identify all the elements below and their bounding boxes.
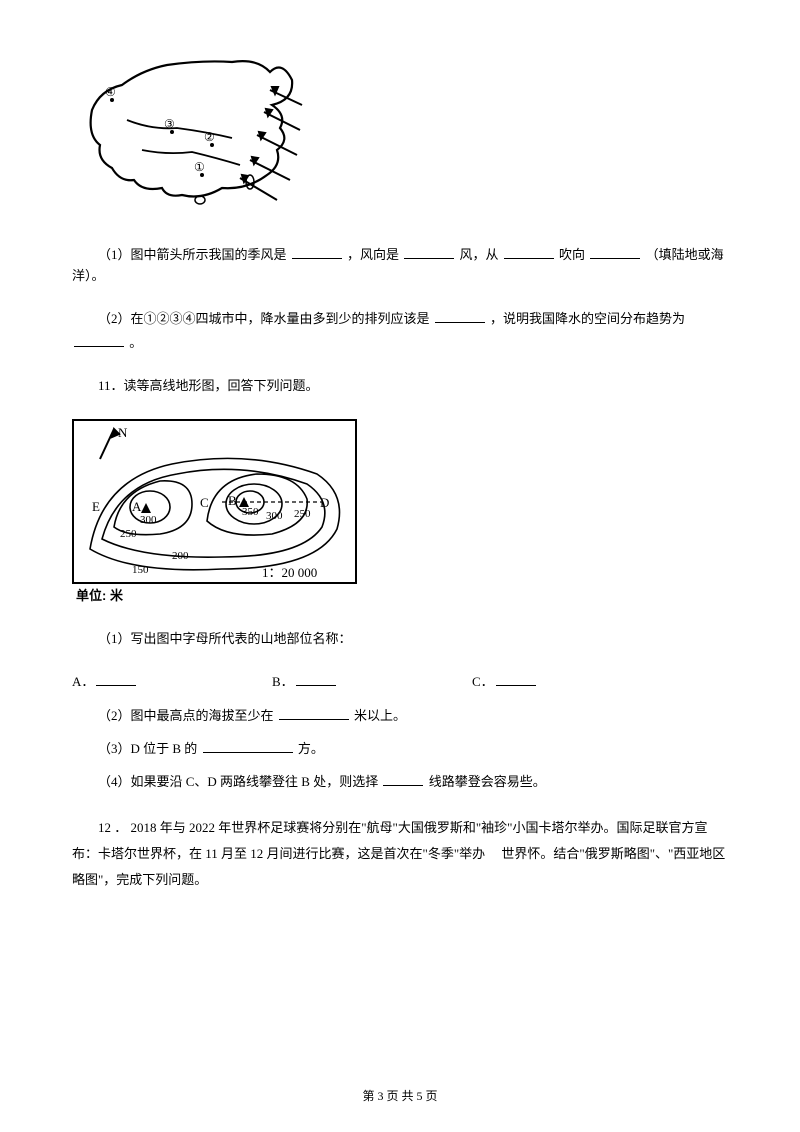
v250r: 250 xyxy=(294,508,311,520)
page-footer: 第 3 页 共 5 页 xyxy=(0,1087,800,1106)
q11-4-suffix: 线路攀登会容易些。 xyxy=(429,774,546,789)
B-label: B． xyxy=(272,674,294,689)
q10-1-mid1: ，风向是 xyxy=(347,247,399,262)
china-map-svg: ④ ③ ② ① xyxy=(72,50,317,215)
label-A: A xyxy=(132,499,142,514)
q10-2-mid: ，说明我国降水的空间分布趋势为 xyxy=(490,311,685,326)
blank xyxy=(504,246,554,259)
svg-text:①: ① xyxy=(194,160,205,174)
blank xyxy=(590,246,640,259)
label-D: D xyxy=(320,495,329,510)
v300l: 300 xyxy=(140,514,157,526)
q10-sub1: （1）图中箭头所示我国的季风是 ，风向是 风，从 吹向 （填陆地或海洋）。 xyxy=(72,245,728,287)
label-C: C xyxy=(200,495,209,510)
A-label: A． xyxy=(72,674,94,689)
v250: 250 xyxy=(120,528,137,540)
v350: 350 xyxy=(242,506,259,518)
q10-1-prefix: （1）图中箭头所示我国的季风是 xyxy=(98,247,287,262)
opt-A: A． xyxy=(72,672,272,693)
q10-2-tail: 。 xyxy=(129,335,142,350)
scale: 1：20 000 xyxy=(262,565,317,580)
svg-text:②: ② xyxy=(204,130,215,144)
opt-B: B． xyxy=(272,672,472,693)
svg-text:④: ④ xyxy=(105,85,116,99)
contour-figure: N E A C B D xyxy=(72,419,728,607)
unit-label: 单位: 米 xyxy=(76,586,728,607)
q11-2-prefix: （2）图中最高点的海拔至少在 xyxy=(98,708,274,723)
blank xyxy=(74,334,124,347)
v150: 150 xyxy=(132,564,149,576)
q11-sub1: （1）写出图中字母所代表的山地部位名称： xyxy=(72,629,728,650)
blank xyxy=(279,707,349,720)
v200: 200 xyxy=(172,550,189,562)
q12: 12 ． 2018 年与 2022 年世界杯足球赛将分别在"航母"大国俄罗斯和"… xyxy=(72,815,728,893)
label-N: N xyxy=(118,425,128,440)
blank xyxy=(292,246,342,259)
label-B: B xyxy=(228,493,237,508)
china-map-figure: ④ ③ ② ① xyxy=(72,50,728,215)
q11-sub3: （3）D 位于 B 的 方。 xyxy=(72,739,728,760)
blank xyxy=(296,673,336,686)
q11-3-suffix: 方。 xyxy=(298,741,324,756)
svg-text:③: ③ xyxy=(164,117,175,131)
q10-1-mid3: 吹向 xyxy=(559,247,585,262)
opt-C: C． xyxy=(472,672,672,693)
label-E: E xyxy=(92,499,100,514)
blank xyxy=(435,310,485,323)
q11-4-prefix: （4）如果要沿 C、D 两路线攀登往 B 处，则选择 xyxy=(98,774,378,789)
q11-sub2: （2）图中最高点的海拔至少在 米以上。 xyxy=(72,706,728,727)
contour-svg: N E A C B D xyxy=(72,419,357,584)
q10-sub2-wrap: （2）在①②③④四城市中，降水量由多到少的排列应该是 ，说明我国降水的空间分布趋… xyxy=(72,309,728,355)
q11-sub4: （4）如果要沿 C、D 两路线攀登往 B 处，则选择 线路攀登会容易些。 xyxy=(72,772,728,793)
abc-row: A． B． C． xyxy=(72,672,728,693)
blank xyxy=(496,673,536,686)
v300r: 300 xyxy=(266,510,283,522)
q11-2-suffix: 米以上。 xyxy=(354,708,406,723)
blank xyxy=(383,773,423,786)
q11-title: 11．读等高线地形图，回答下列问题。 xyxy=(72,376,728,397)
blank xyxy=(404,246,454,259)
q10-sub2-line2: 。 xyxy=(72,333,728,354)
blank xyxy=(96,673,136,686)
q10-2-prefix: （2）在①②③④四城市中，降水量由多到少的排列应该是 xyxy=(98,311,430,326)
q11-3-prefix: （3）D 位于 B 的 xyxy=(98,741,197,756)
C-label: C． xyxy=(472,674,494,689)
q10-1-mid2: 风，从 xyxy=(460,247,499,262)
q10-sub2-line1: （2）在①②③④四城市中，降水量由多到少的排列应该是 ，说明我国降水的空间分布趋… xyxy=(72,309,728,330)
blank xyxy=(203,740,293,753)
